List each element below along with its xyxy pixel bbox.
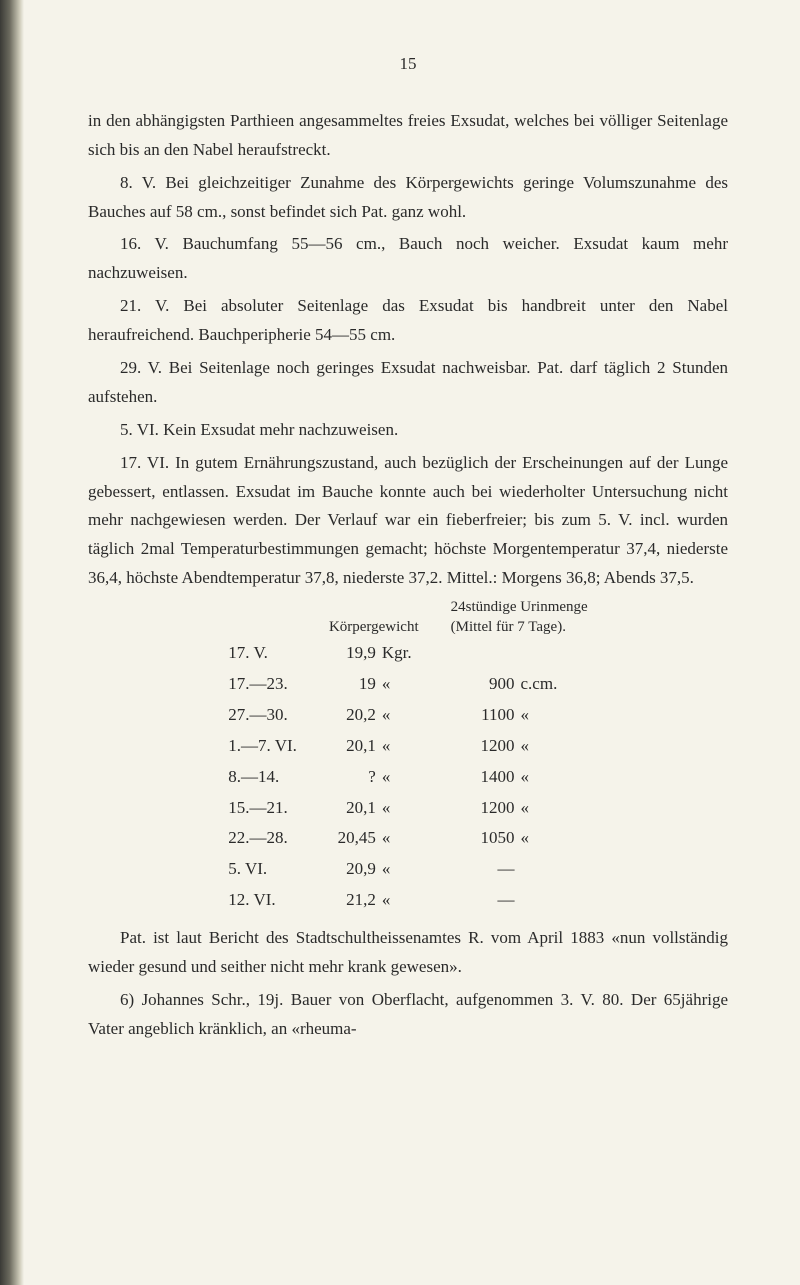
cell-urine [435,638,519,669]
paragraph-5: 29. V. Bei Seitenlage noch geringes Exsu… [88,354,728,412]
binding-shadow [0,0,24,1285]
cell-date: 17.—23. [212,669,313,700]
page-content: 15 in den abhängigsten Parthieen angesam… [0,0,800,1088]
paragraph-8: Pat. ist laut Bericht des Stadtschulthei… [88,924,728,982]
cell-weight-unit: « [380,700,435,731]
table-row: 5. VI. 20,9 « — [212,854,603,885]
cell-urine-unit: « [519,762,604,793]
cell-weight-unit: « [380,793,435,824]
cell-date: 5. VI. [212,854,313,885]
header-weight: Körpergewicht [313,597,435,638]
cell-weight-unit: « [380,669,435,700]
measurement-table: Körpergewicht 24stündige Urinmenge (Mitt… [212,597,603,916]
paragraph-6: 5. VI. Kein Exsudat mehr nachzuweisen. [88,416,728,445]
cell-urine-unit [519,885,604,916]
cell-urine: 1400 [435,762,519,793]
cell-weight: 20,1 [313,793,380,824]
cell-weight: 20,9 [313,854,380,885]
cell-urine: 900 [435,669,519,700]
header-urine: 24stündige Urinmenge (Mittel für 7 Tage)… [435,597,604,638]
cell-weight-unit: « [380,762,435,793]
cell-date: 17. V. [212,638,313,669]
cell-weight-unit: « [380,823,435,854]
cell-weight: 19,9 [313,638,380,669]
cell-date: 15.—21. [212,793,313,824]
cell-weight: 20,1 [313,731,380,762]
cell-weight-unit: « [380,854,435,885]
paragraph-4: 21. V. Bei absoluter Seitenlage das Exsu… [88,292,728,350]
cell-urine-unit: c.cm. [519,669,604,700]
cell-urine: — [435,885,519,916]
paragraph-7: 17. VI. In gutem Ernährungszustand, auch… [88,449,728,593]
cell-urine: — [435,854,519,885]
cell-urine-unit: « [519,700,604,731]
cell-urine-unit [519,638,604,669]
cell-weight: 20,2 [313,700,380,731]
cell-urine-unit: « [519,731,604,762]
cell-urine-unit [519,854,604,885]
header-urine-text: 24stündige Urinmenge (Mittel für 7 Tage)… [451,599,588,635]
cell-weight-unit: Kgr. [380,638,435,669]
cell-date: 22.—28. [212,823,313,854]
paragraph-2: 8. V. Bei gleichzeitiger Zunahme des Kör… [88,169,728,227]
paragraph-9: 6) Johannes Schr., 19j. Bauer von Oberfl… [88,986,728,1044]
table-row: 1.—7. VI. 20,1 « 1200 « [212,731,603,762]
cell-weight: ? [313,762,380,793]
cell-weight: 21,2 [313,885,380,916]
header-date [212,597,313,638]
cell-weight-unit: « [380,885,435,916]
table-row: 17. V. 19,9 Kgr. [212,638,603,669]
cell-urine-unit: « [519,793,604,824]
paragraph-3: 16. V. Bauchumfang 55—56 cm., Bauch noch… [88,230,728,288]
table-row: 27.—30. 20,2 « 1100 « [212,700,603,731]
table-row: 17.—23. 19 « 900 c.cm. [212,669,603,700]
cell-weight: 19 [313,669,380,700]
table-row: 22.—28. 20,45 « 1050 « [212,823,603,854]
table-row: 15.—21. 20,1 « 1200 « [212,793,603,824]
cell-date: 8.—14. [212,762,313,793]
cell-urine: 1100 [435,700,519,731]
cell-weight-unit: « [380,731,435,762]
table-row: 8.—14. ? « 1400 « [212,762,603,793]
cell-urine: 1050 [435,823,519,854]
paragraph-1: in den abhängigsten Parthieen angesammel… [88,107,728,165]
cell-urine-unit: « [519,823,604,854]
cell-date: 12. VI. [212,885,313,916]
page-number: 15 [88,50,728,79]
cell-date: 27.—30. [212,700,313,731]
table-header-row: Körpergewicht 24stündige Urinmenge (Mitt… [212,597,603,638]
cell-date: 1.—7. VI. [212,731,313,762]
table-row: 12. VI. 21,2 « — [212,885,603,916]
cell-weight: 20,45 [313,823,380,854]
cell-urine: 1200 [435,793,519,824]
cell-urine: 1200 [435,731,519,762]
